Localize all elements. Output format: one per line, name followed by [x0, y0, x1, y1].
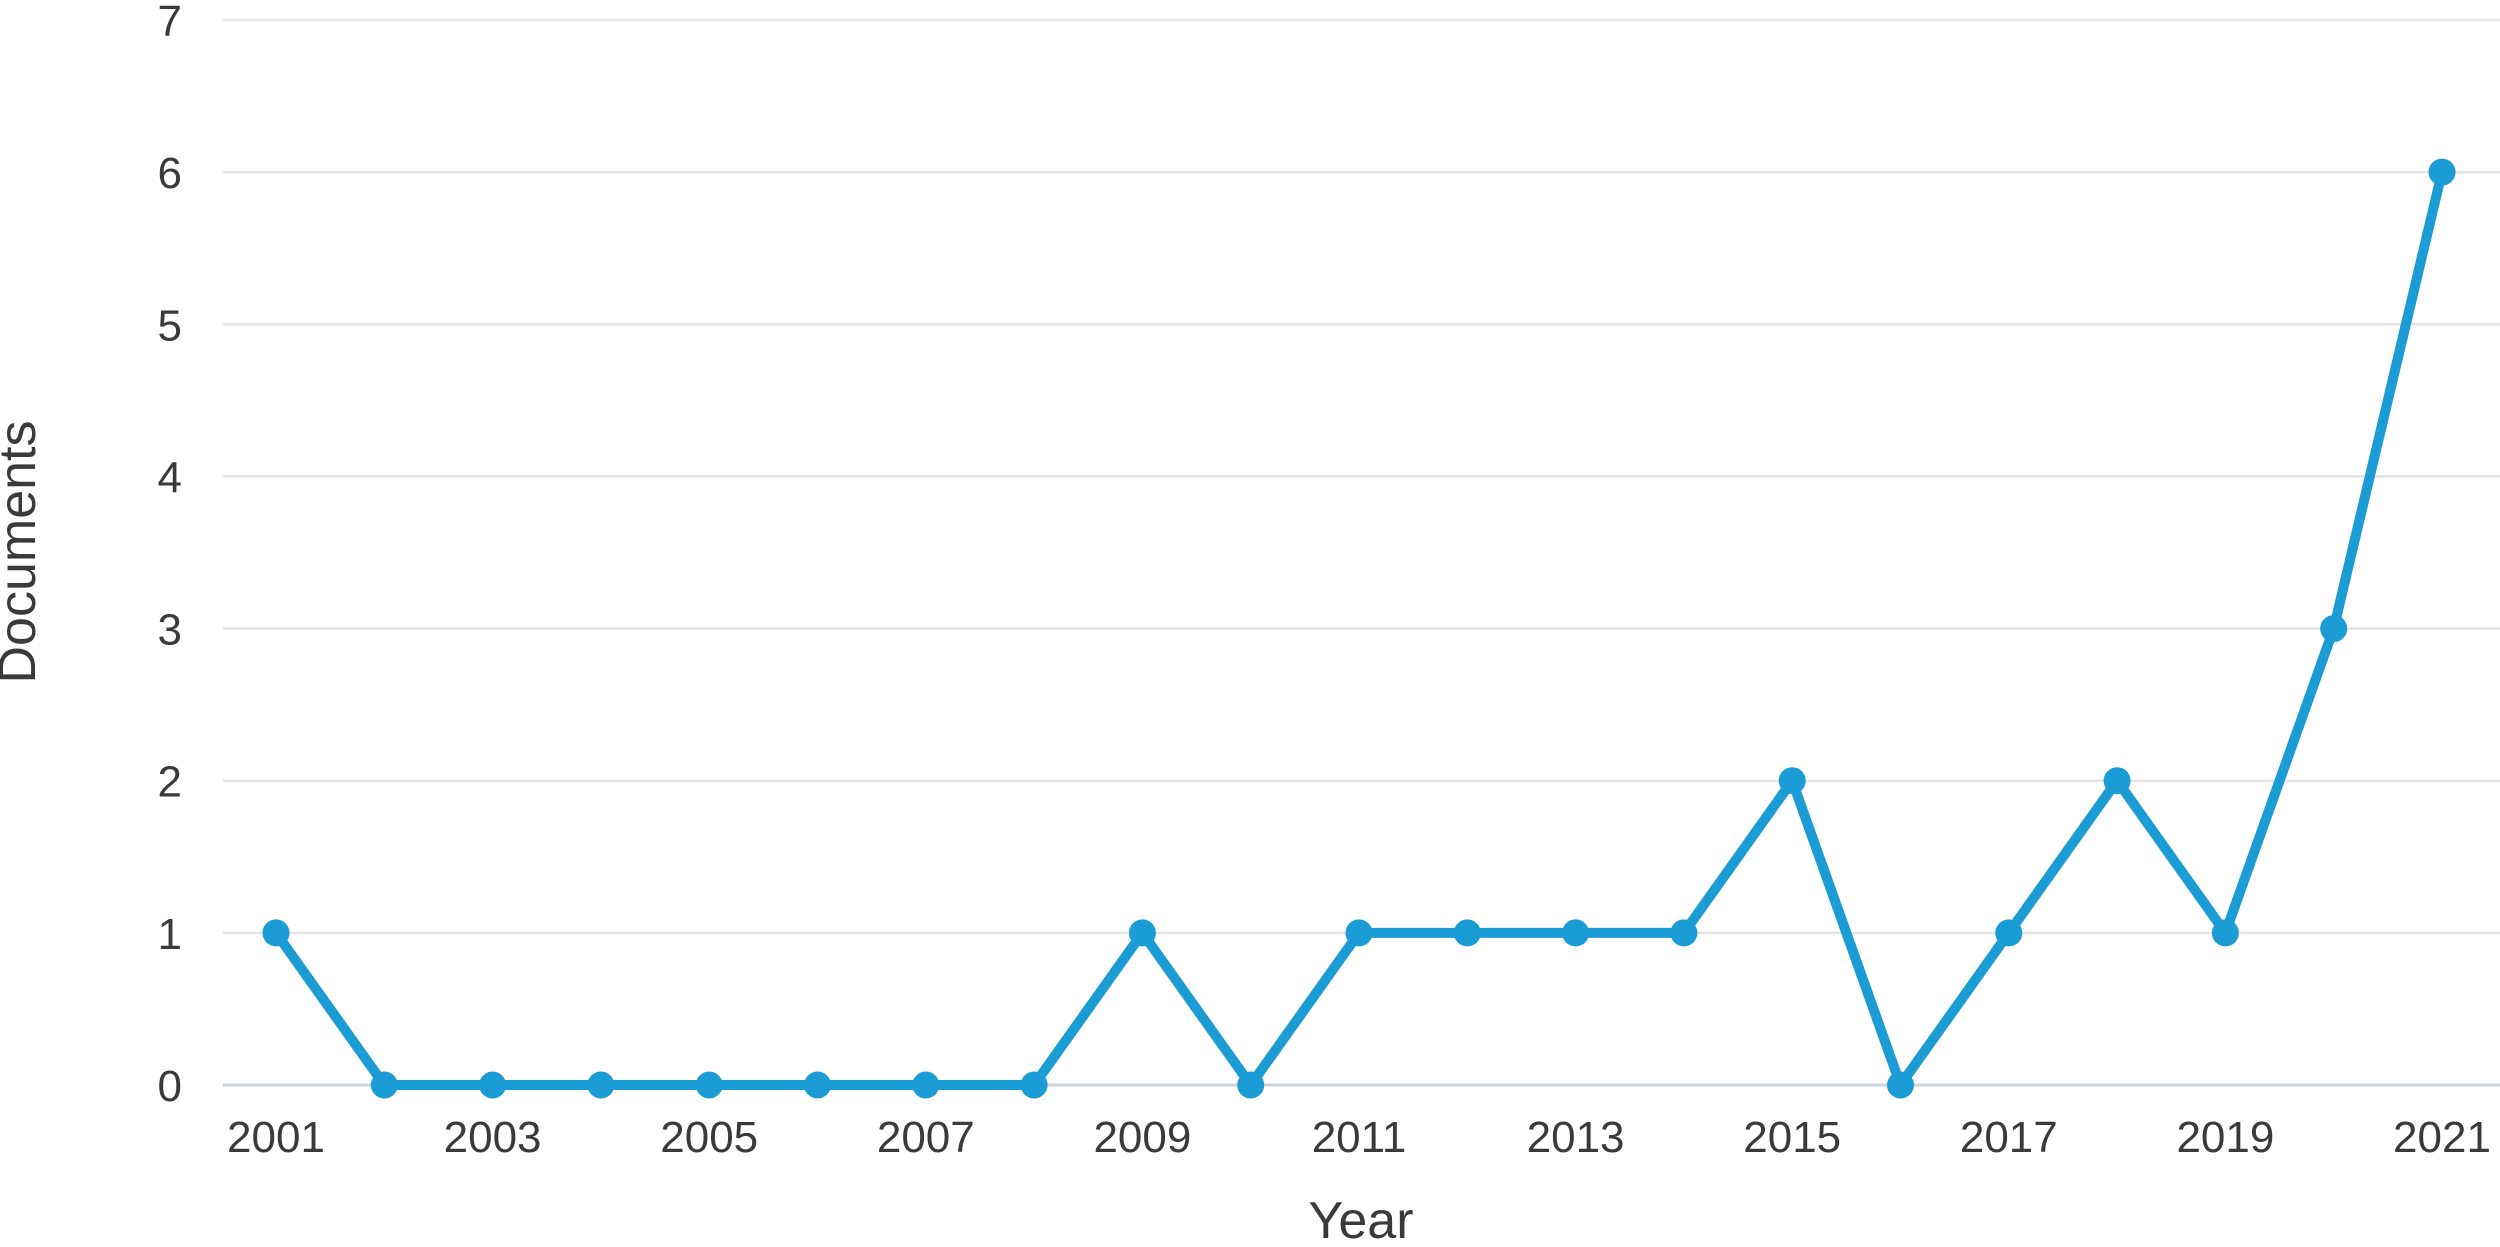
data-point-2013[interactable]	[1562, 919, 1590, 947]
x-tick-label: 2013	[1527, 1113, 1625, 1162]
data-point-2015[interactable]	[1778, 767, 1806, 795]
y-tick-label: 0	[158, 1062, 182, 1111]
y-axis-tick-labels: 0 1 2 3 4 5 6 7	[158, 0, 182, 1111]
data-point-2021[interactable]	[2428, 158, 2456, 186]
y-tick-label: 2	[158, 758, 182, 807]
x-tick-label: 2019	[2176, 1113, 2274, 1162]
data-point-2004[interactable]	[587, 1071, 615, 1099]
x-axis-title: Year	[1308, 1192, 1413, 1247]
data-point-2017[interactable]	[1995, 919, 2023, 947]
y-tick-label: 7	[158, 0, 182, 46]
y-tick-label: 5	[158, 301, 182, 350]
y-axis-title: Documents	[0, 421, 47, 684]
data-point-2020[interactable]	[2320, 615, 2348, 643]
data-point-2008[interactable]	[1020, 1071, 1048, 1099]
data-point-2012[interactable]	[1453, 919, 1481, 947]
x-axis-tick-labels: 2001 2003 2005 2007 2009 2011 2013 2015 2017 2019…	[227, 1113, 2491, 1162]
data-point-2014[interactable]	[1670, 919, 1698, 947]
x-tick-label: 2001	[227, 1113, 325, 1162]
x-tick-label: 2007	[877, 1113, 975, 1162]
y-tick-label: 4	[158, 453, 182, 502]
data-point-2007[interactable]	[912, 1071, 940, 1099]
data-point-markers	[262, 158, 2456, 1099]
gridlines	[223, 18, 2500, 1087]
data-point-2001[interactable]	[262, 919, 290, 947]
data-point-2011[interactable]	[1345, 919, 1373, 947]
data-point-2018[interactable]	[2103, 767, 2131, 795]
data-point-2009[interactable]	[1128, 919, 1156, 947]
data-point-2005[interactable]	[695, 1071, 723, 1099]
x-tick-label: 2017	[1960, 1113, 2058, 1162]
y-tick-label: 1	[158, 910, 182, 959]
x-tick-label: 2011	[1312, 1113, 1407, 1162]
x-tick-label: 2015	[1743, 1113, 1841, 1162]
x-tick-label: 2021	[2393, 1113, 2491, 1162]
x-tick-label: 2009	[1093, 1113, 1191, 1162]
data-point-2003[interactable]	[479, 1071, 507, 1099]
data-point-2002[interactable]	[370, 1071, 398, 1099]
x-tick-label: 2003	[444, 1113, 542, 1162]
data-point-2006[interactable]	[804, 1071, 831, 1099]
y-tick-label: 3	[158, 606, 182, 655]
data-point-2016[interactable]	[1887, 1071, 1914, 1099]
data-point-2019[interactable]	[2211, 919, 2239, 947]
y-tick-label: 6	[158, 149, 182, 198]
x-tick-label: 2005	[660, 1113, 758, 1162]
data-point-2010[interactable]	[1237, 1071, 1265, 1099]
